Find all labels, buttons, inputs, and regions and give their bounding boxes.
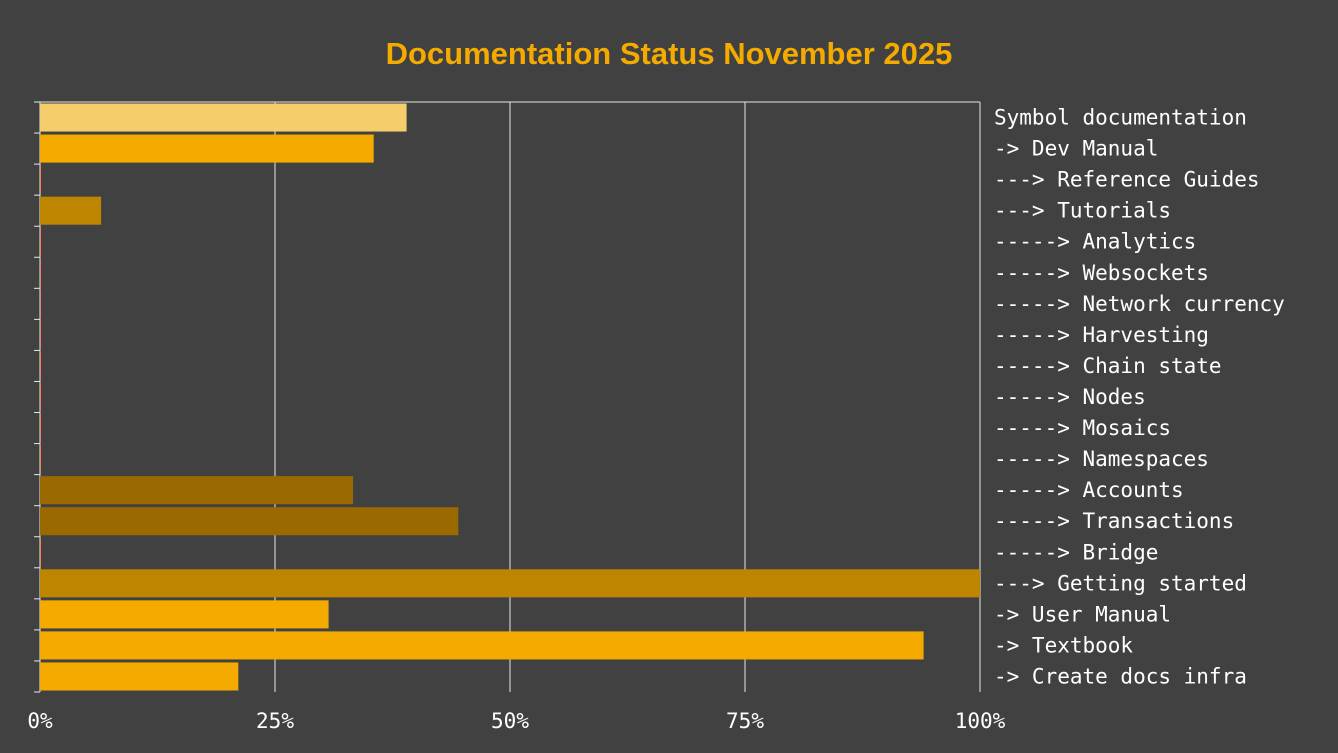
category-label: ---> Reference Guides <box>994 168 1260 192</box>
category-label: -> User Manual <box>994 602 1171 626</box>
category-label: -> Dev Manual <box>994 137 1158 161</box>
category-label: -----> Namespaces <box>994 447 1209 471</box>
category-label: Symbol documentation <box>994 106 1247 130</box>
category-label: -----> Transactions <box>994 509 1234 533</box>
x-tick-label: 0% <box>27 709 53 733</box>
x-tick-label: 25% <box>256 709 294 733</box>
bar <box>40 569 980 598</box>
category-label: -----> Mosaics <box>994 416 1171 440</box>
x-tick-label: 75% <box>726 709 764 733</box>
chart-title: Documentation Status November 2025 <box>386 36 953 71</box>
category-label: -----> Chain state <box>994 354 1222 378</box>
category-label: ---> Tutorials <box>994 199 1171 223</box>
category-label: -> Create docs infra <box>994 664 1247 688</box>
bar <box>40 662 239 691</box>
x-tick-label: 100% <box>955 709 1006 733</box>
bar <box>40 507 459 536</box>
category-label: -----> Analytics <box>994 230 1196 254</box>
category-label: -----> Websockets <box>994 261 1209 285</box>
category-label: -----> Network currency <box>994 292 1285 316</box>
category-label: ---> Getting started <box>994 571 1247 595</box>
category-label: -----> Nodes <box>994 385 1146 409</box>
bar <box>40 103 407 132</box>
category-label: -----> Harvesting <box>994 323 1209 347</box>
bar <box>40 134 374 163</box>
category-label: -----> Bridge <box>994 540 1158 564</box>
category-label: -----> Accounts <box>994 478 1184 502</box>
category-label: -> Textbook <box>994 633 1133 657</box>
bar <box>40 196 102 225</box>
bar <box>40 600 329 629</box>
x-tick-label: 50% <box>491 709 529 733</box>
bar <box>40 476 354 505</box>
bar <box>40 631 924 660</box>
